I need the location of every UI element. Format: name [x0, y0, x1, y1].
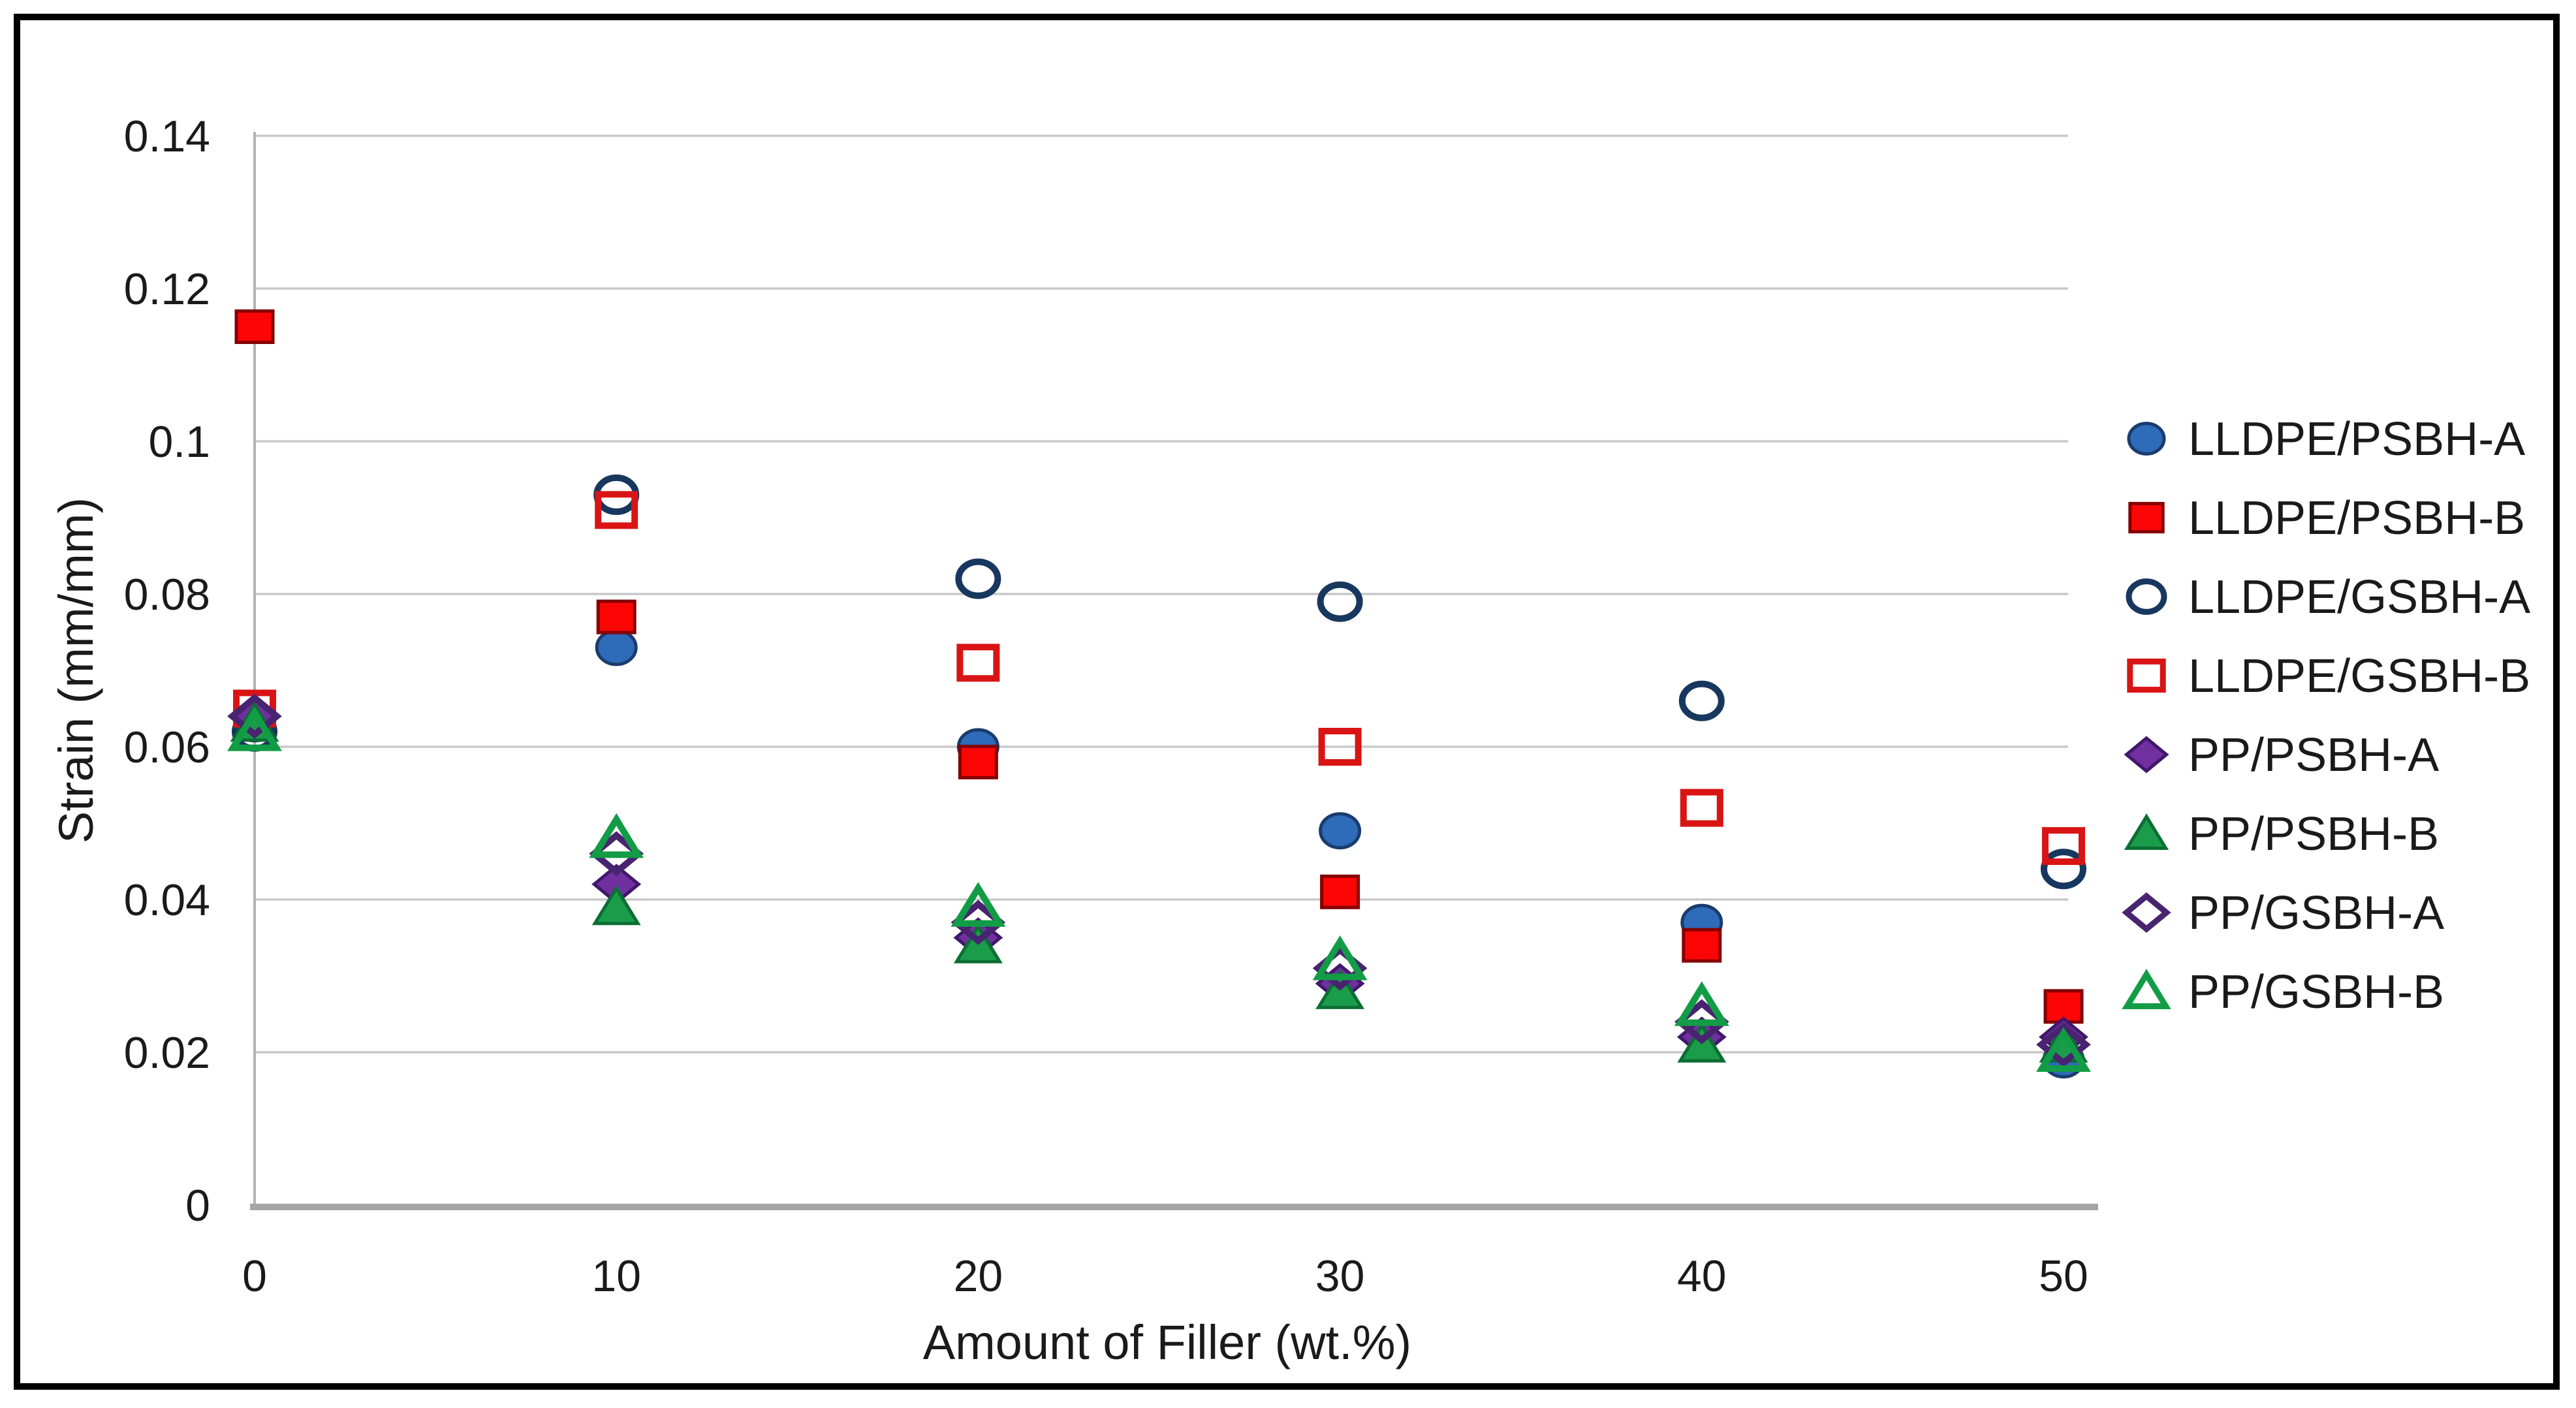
axes-layer: [250, 132, 2098, 1210]
y-tick-label: 0.12: [124, 264, 210, 314]
square-legend-icon: [2127, 658, 2166, 693]
data-point: [1682, 928, 1722, 963]
diamond-legend-icon: [2122, 892, 2171, 933]
circle-legend-icon: [2127, 422, 2166, 456]
data-point: [234, 309, 275, 344]
data-point: [591, 884, 641, 926]
x-tick-label: 20: [954, 1251, 1003, 1301]
data-point: [2036, 1022, 2091, 1067]
y-tick-label: 0: [185, 1181, 210, 1230]
legend-item-pp-psbh-a: PP/PSBH-A: [2124, 729, 2439, 781]
legend-layer: LLDPE/PSBH-A LLDPE/PSBH-B LLDPE/GSBH-A LLDP…: [2122, 413, 2530, 1018]
data-point: [1319, 812, 1362, 850]
y-tick-label: 0.02: [124, 1028, 210, 1078]
y-tick-label: 0.04: [124, 875, 210, 925]
circle-legend-icon: [2126, 578, 2167, 615]
x-tick-label: 50: [2039, 1251, 2088, 1301]
y-tick-label: 0.06: [124, 723, 210, 772]
gridlines-layer: [255, 134, 2068, 1054]
data-point: [1320, 874, 1360, 909]
data-point: [950, 882, 1006, 927]
square-legend-icon: [2128, 501, 2165, 534]
series-lldpe-gsbh-a: [232, 474, 2086, 890]
series-pp-gsbh-b: [227, 706, 2091, 1072]
data-point: [2036, 1027, 2091, 1072]
diamond-legend-icon: [2124, 736, 2169, 774]
data-point: [595, 629, 638, 666]
data-points-layer: [227, 309, 2091, 1079]
series-lldpe-psbh-a: [233, 629, 2085, 1079]
legend-item-lldpe-gsbh-a: LLDPE/GSBH-A: [2126, 571, 2530, 623]
legend-item-lldpe-gsbh-b: LLDPE/GSBH-B: [2127, 650, 2530, 702]
triangle-legend-icon: [2124, 813, 2169, 850]
series-pp-psbh-a: [230, 695, 2088, 1057]
data-point: [596, 599, 636, 634]
y-tick-label: 0.1: [148, 417, 210, 467]
data-point: [2042, 827, 2085, 866]
legend-item-pp-psbh-b: PP/PSBH-B: [2124, 808, 2439, 860]
data-point: [1318, 728, 1362, 766]
y-tick-labels-layer: 0 0.02 0.04 0.06 0.08 0.1 0.12 0.14: [124, 112, 210, 1230]
data-point: [2041, 849, 2086, 890]
legend-label: LLDPE/PSBH-B: [2188, 492, 2525, 544]
series-pp-psbh-b: [230, 702, 2088, 1063]
data-point: [956, 644, 1000, 682]
x-tick-label: 40: [1677, 1251, 1727, 1301]
data-point: [955, 558, 1001, 599]
data-point: [1312, 935, 1368, 980]
data-point: [227, 706, 282, 751]
figure-frame: [14, 14, 2560, 1390]
legend-label: PP/GSBH-A: [2188, 887, 2444, 939]
legend-item-lldpe-psbh-a: LLDPE/PSBH-A: [2127, 413, 2525, 465]
data-point: [958, 744, 998, 779]
legend-label: LLDPE/GSBH-A: [2188, 571, 2530, 623]
data-point: [595, 491, 638, 529]
data-point: [589, 813, 644, 858]
legend-item-lldpe-psbh-b: LLDPE/PSBH-B: [2128, 492, 2525, 544]
x-tick-labels-layer: 0 10 20 30 40 50: [242, 1251, 2088, 1301]
data-point: [1674, 981, 1729, 1026]
y-tick-label: 0.08: [124, 570, 210, 619]
series-lldpe-psbh-b: [234, 309, 2084, 1024]
x-tick-label: 30: [1315, 1251, 1365, 1301]
legend-label: LLDPE/GSBH-B: [2188, 650, 2530, 702]
data-point: [1678, 680, 1725, 721]
legend-item-pp-gsbh-b: PP/GSBH-B: [2122, 966, 2444, 1018]
x-tick-label: 10: [591, 1251, 641, 1301]
legend-item-pp-gsbh-a: PP/GSBH-A: [2122, 887, 2444, 939]
x-tick-label: 0: [242, 1251, 267, 1301]
data-point: [1680, 789, 1723, 827]
series-lldpe-gsbh-b: [233, 491, 2085, 866]
legend-label: LLDPE/PSBH-A: [2188, 413, 2525, 465]
data-point: [1317, 581, 1363, 622]
legend-label: PP/PSBH-B: [2188, 808, 2439, 860]
legend-label: PP/GSBH-B: [2188, 966, 2444, 1018]
legend-label: PP/PSBH-A: [2188, 729, 2439, 781]
y-tick-label: 0.14: [124, 112, 210, 161]
series-pp-gsbh-a: [227, 693, 2091, 1067]
data-point: [227, 693, 282, 739]
triangle-legend-icon: [2122, 969, 2171, 1009]
y-axis-title: Strain (mm/mm): [49, 497, 103, 843]
x-axis-title: Amount of Filler (wt.%): [923, 1315, 1411, 1369]
